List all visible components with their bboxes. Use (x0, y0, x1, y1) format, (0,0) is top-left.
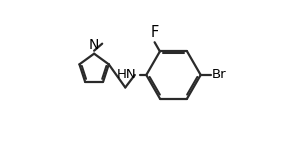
Text: N: N (89, 39, 99, 52)
Text: Br: Br (212, 69, 227, 81)
Text: F: F (151, 25, 159, 40)
Text: HN: HN (117, 69, 136, 81)
